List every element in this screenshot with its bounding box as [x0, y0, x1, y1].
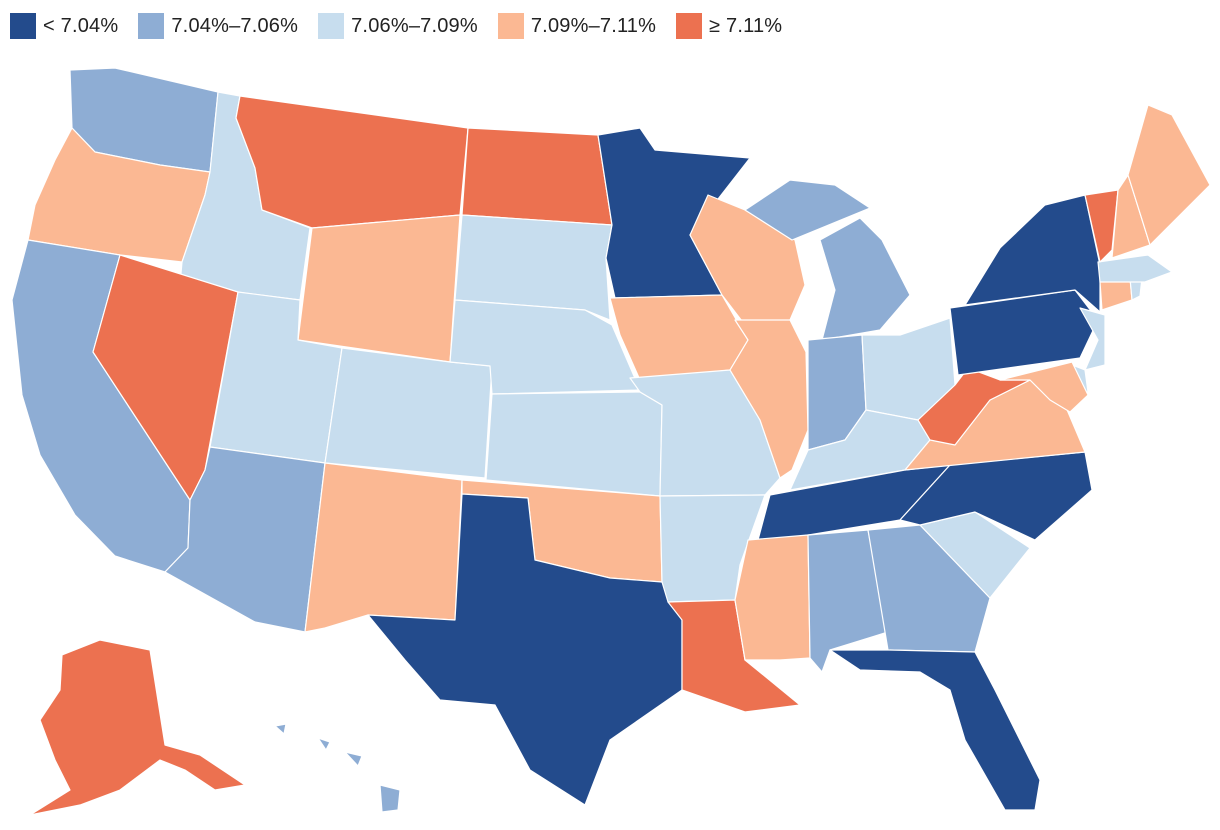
legend-swatch	[10, 13, 36, 39]
state-vermont[interactable]	[1084, 189, 1119, 263]
state-texas[interactable]	[367, 493, 683, 806]
state-georgia[interactable]	[867, 524, 991, 653]
state-mississippi[interactable]	[734, 534, 811, 661]
legend-label: 7.09%–7.11%	[530, 14, 657, 37]
legend-item-7-06-to-7-09: 7.06%–7.09%	[318, 13, 478, 39]
legend-item-7-04-to-7-06: 7.04%–7.06%	[138, 13, 298, 39]
legend-label: 7.06%–7.09%	[351, 14, 478, 37]
state-illinois[interactable]	[729, 319, 809, 479]
legend-label: ≥ 7.11%	[709, 14, 783, 37]
state-maine[interactable]	[1127, 104, 1211, 246]
state-michigan[interactable]	[744, 179, 911, 341]
legend-item-7-11-and-above: ≥ 7.11%	[676, 13, 782, 39]
state-new-mexico[interactable]	[304, 462, 463, 633]
legend-item-7-09-to-7-11: 7.09%–7.11%	[497, 13, 657, 39]
legend-swatch	[138, 13, 165, 39]
state-connecticut[interactable]	[1099, 277, 1133, 311]
legend-label: < 7.04%	[43, 14, 119, 37]
state-colorado[interactable]	[324, 347, 493, 479]
state-alaska[interactable]	[29, 639, 246, 816]
state-new-york[interactable]	[964, 194, 1101, 313]
legend-swatch	[497, 13, 524, 39]
state-massachusetts[interactable]	[1097, 254, 1173, 283]
state-north-dakota[interactable]	[461, 127, 613, 226]
state-florida[interactable]	[829, 649, 1041, 811]
state-nebraska[interactable]	[449, 299, 641, 395]
state-wyoming[interactable]	[297, 214, 461, 363]
legend-item-below-7-04: < 7.04%	[10, 13, 118, 39]
state-new-jersey[interactable]	[1079, 307, 1106, 371]
state-kansas[interactable]	[485, 391, 663, 497]
state-wisconsin[interactable]	[689, 194, 806, 326]
state-hawaii[interactable]	[274, 723, 401, 813]
state-maryland[interactable]	[999, 361, 1089, 413]
legend-label: 7.04%–7.06%	[171, 14, 299, 37]
legend-swatch	[318, 13, 345, 39]
state-montana[interactable]	[235, 95, 469, 229]
legend-swatch	[676, 13, 703, 39]
legend: < 7.04% 7.04%–7.06% 7.06%–7.09% 7.09%–7.…	[10, 13, 782, 39]
